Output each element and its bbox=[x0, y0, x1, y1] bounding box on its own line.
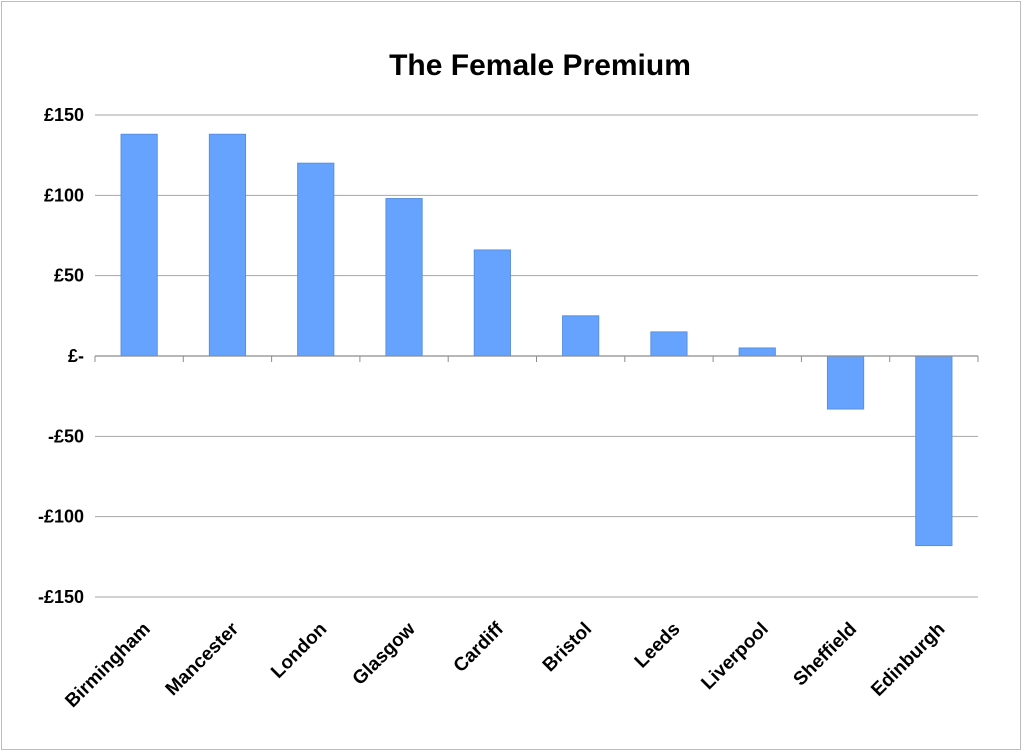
chart-title: The Female Premium bbox=[389, 49, 691, 82]
bars bbox=[120, 133, 953, 547]
bar-sheffield bbox=[826, 355, 865, 410]
x-tick-label: Liverpool bbox=[697, 619, 772, 694]
x-tick-label: Bristol bbox=[539, 619, 596, 676]
bar-edinburgh bbox=[915, 355, 953, 547]
x-tick-label: Cardiff bbox=[450, 618, 509, 677]
bar-london bbox=[297, 162, 335, 357]
bar-cardiff bbox=[473, 249, 511, 357]
y-tick-label: £150 bbox=[44, 105, 84, 125]
bar-mancester bbox=[208, 133, 247, 357]
x-tick-label: Mancester bbox=[162, 618, 244, 700]
y-tick-label: £- bbox=[68, 346, 84, 366]
x-tick-label: Sheffield bbox=[790, 619, 862, 691]
x-tick-labels: Birmingham Mancester London Glasgow Cardiff B… bbox=[61, 618, 949, 712]
x-axis bbox=[94, 355, 979, 362]
y-tick-labels: £150 £100 £50 £- -£50 -£100 -£150 bbox=[38, 105, 84, 607]
y-tick-label: £100 bbox=[44, 185, 84, 205]
x-tick-label: London bbox=[267, 619, 331, 683]
x-tick-label: Edinburgh bbox=[867, 619, 949, 701]
bar-bristol bbox=[562, 315, 600, 357]
y-tick-label: -£150 bbox=[38, 587, 84, 607]
bar-liverpool bbox=[738, 347, 776, 357]
y-tick-label: £50 bbox=[54, 266, 84, 286]
y-tick-label: -£100 bbox=[38, 507, 84, 527]
x-tick-label: Birmingham bbox=[61, 619, 154, 712]
bar-leeds bbox=[650, 331, 688, 357]
bar-glasgow bbox=[385, 198, 423, 357]
x-tick-label: Leeds bbox=[631, 619, 685, 673]
x-tick-label: Glasgow bbox=[349, 619, 420, 690]
y-tick-label: -£50 bbox=[48, 426, 84, 446]
bar-birmingham bbox=[120, 133, 158, 357]
